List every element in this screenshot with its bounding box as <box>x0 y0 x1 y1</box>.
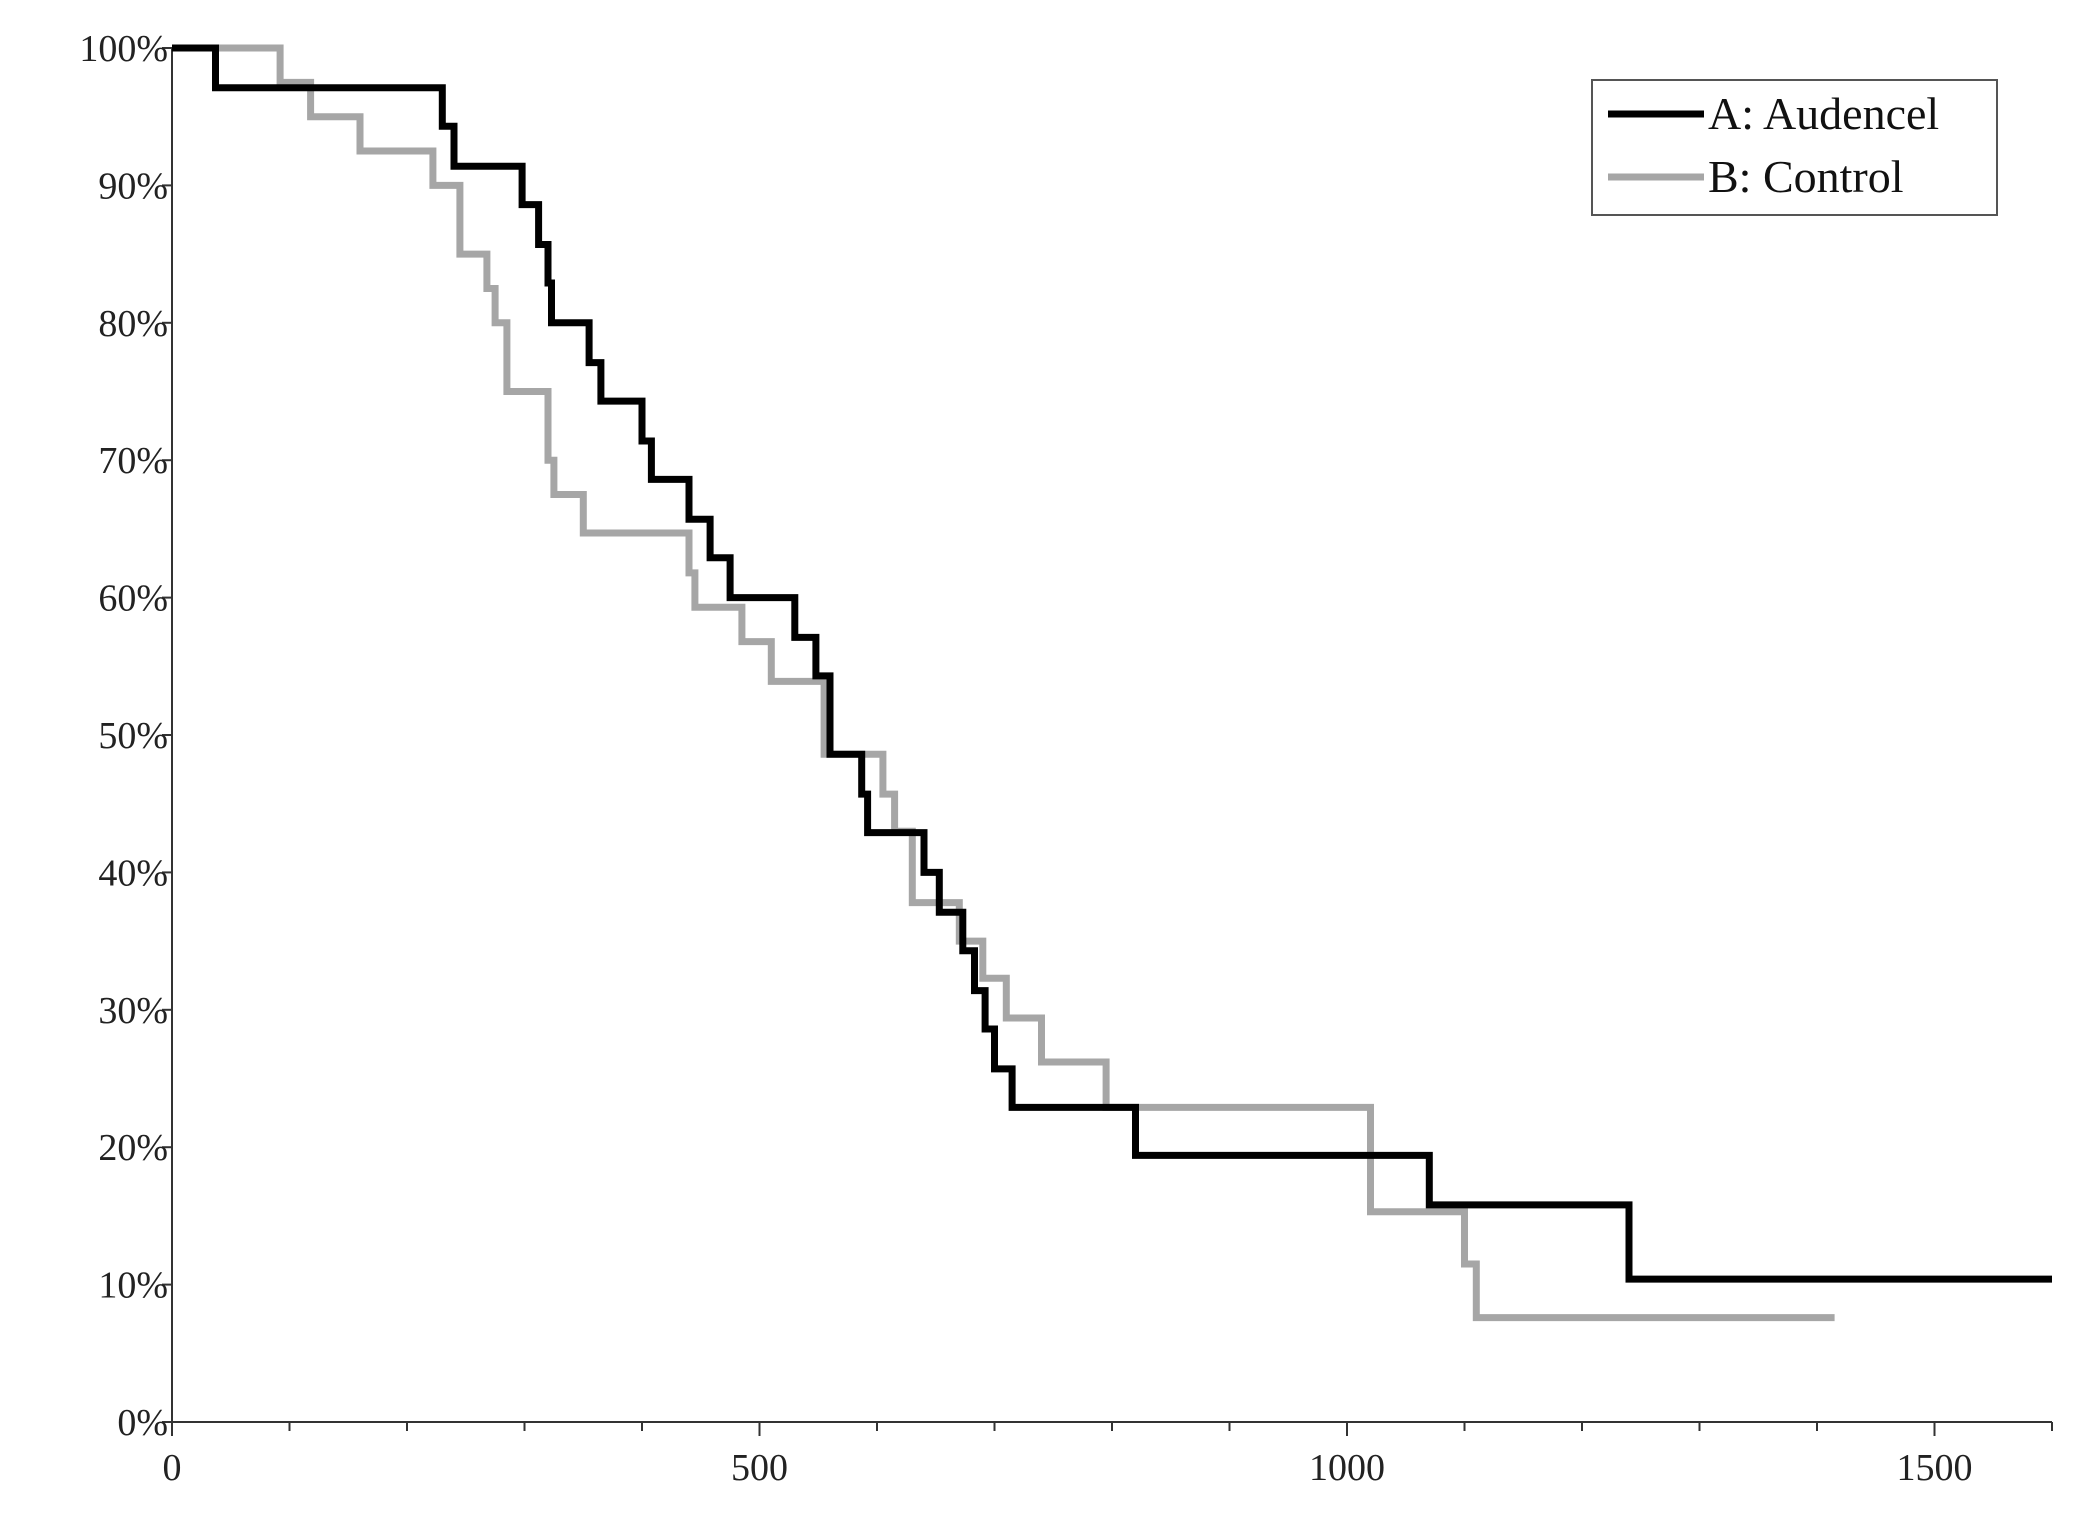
y-tick-label: 100% <box>79 28 168 70</box>
x-axis: 0 500 1000 1500 <box>163 1421 2053 1489</box>
y-tick-label: 40% <box>98 852 168 894</box>
x-tick-label: 0 <box>163 1447 182 1489</box>
y-axis: 0% 10% 20% 30% 40% 50% 60% 70% 80% 90% 100% <box>79 28 173 1444</box>
series-line-0 <box>172 44 2052 1283</box>
y-tick-label: 10% <box>98 1265 168 1307</box>
legend-label-0: A: Audencel <box>1708 88 1939 139</box>
y-tick-label: 60% <box>98 578 168 620</box>
y-tick-label: 20% <box>98 1127 168 1169</box>
y-tick-label: 80% <box>98 303 168 345</box>
y-tick-label: 50% <box>98 715 168 757</box>
y-tick-label: 30% <box>98 990 168 1032</box>
series-line-1 <box>172 44 1835 1322</box>
x-tick-label: 1500 <box>1897 1447 1973 1489</box>
legend-box <box>1591 79 1998 216</box>
legend-label-1: B: Control <box>1708 151 1904 202</box>
legend: A: Audencel B: Control <box>1591 79 1998 216</box>
series-lines <box>172 44 2052 1322</box>
y-tick-label: 0% <box>117 1402 168 1444</box>
y-tick-label: 90% <box>98 165 168 207</box>
legend-entries: A: Audencel B: Control <box>1608 88 1939 202</box>
x-tick-label: 1000 <box>1309 1447 1385 1489</box>
x-tick-label: 500 <box>731 1447 788 1489</box>
y-tick-label: 70% <box>98 440 168 482</box>
